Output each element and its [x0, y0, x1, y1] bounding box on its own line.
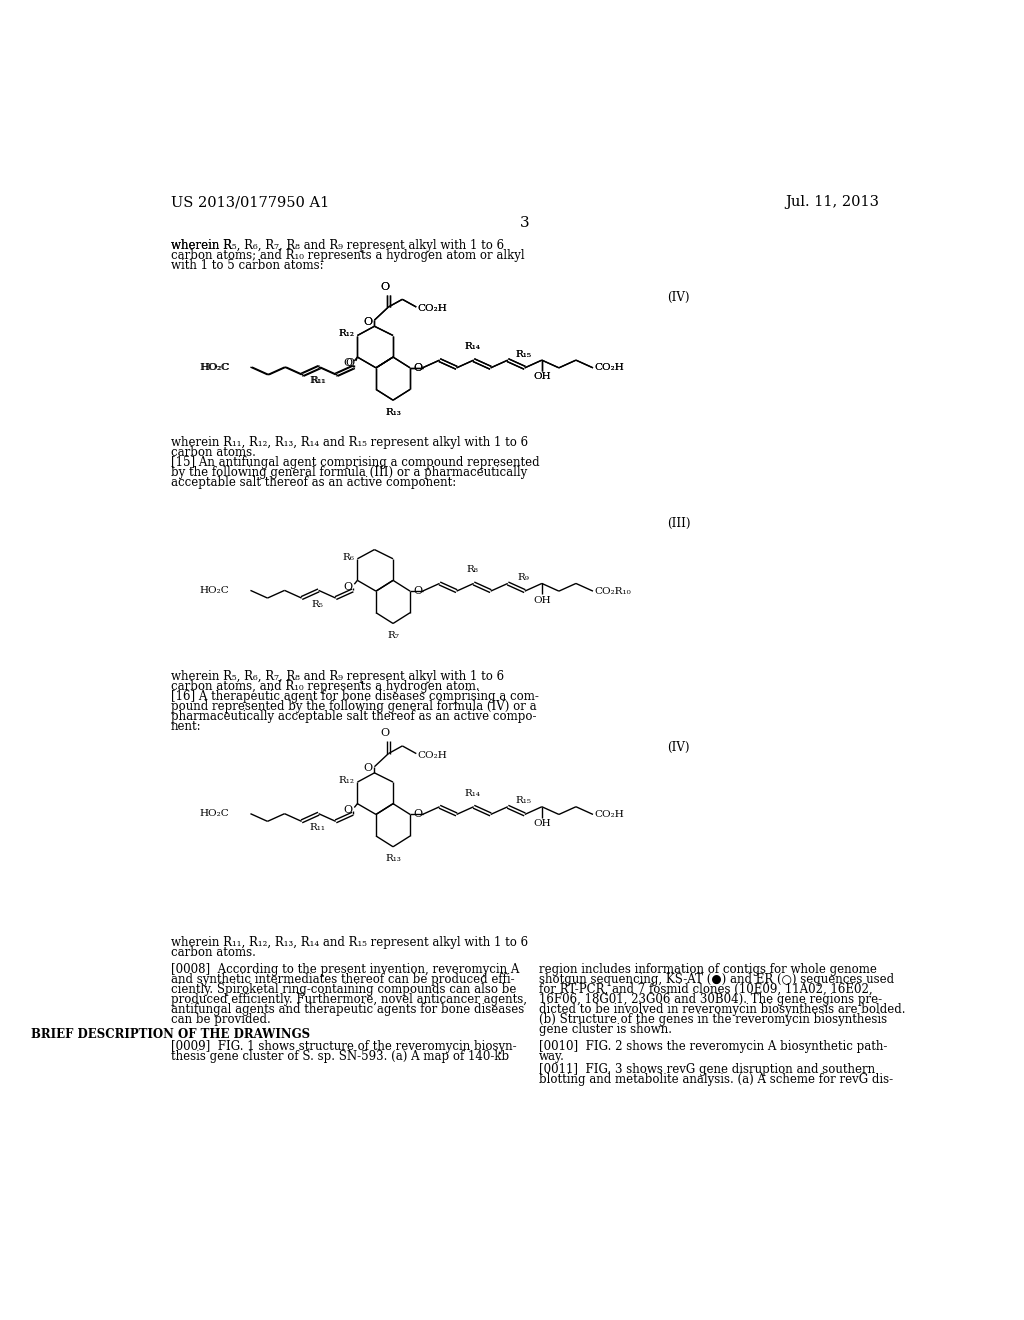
Text: by the following general formula (III) or a pharmaceutically: by the following general formula (III) o…: [171, 466, 527, 479]
Text: R₇: R₇: [387, 631, 399, 640]
Text: R₅: R₅: [311, 599, 323, 609]
Text: HO₂C: HO₂C: [199, 586, 228, 595]
Text: R₁₁: R₁₁: [309, 376, 325, 385]
Text: R₁₄: R₁₄: [464, 788, 480, 797]
Text: R₁₁: R₁₁: [309, 822, 325, 832]
Text: CO₂R₁₀: CO₂R₁₀: [595, 586, 632, 595]
Text: R₁₅: R₁₅: [515, 350, 531, 359]
Text: (b) Structure of the genes in the reveromycin biosynthesis: (b) Structure of the genes in the revero…: [539, 1014, 887, 1026]
Text: R₁₂: R₁₂: [338, 330, 354, 338]
Text: (IV): (IV): [667, 290, 689, 304]
Text: wherein R: wherein R: [171, 239, 231, 252]
Text: O: O: [381, 281, 390, 292]
Text: O: O: [362, 317, 372, 326]
Text: carbon atoms.: carbon atoms.: [171, 446, 256, 458]
Text: R₈: R₈: [466, 565, 478, 574]
Text: [0010]  FIG. 2 shows the reveromycin A biosynthetic path-: [0010] FIG. 2 shows the reveromycin A bi…: [539, 1040, 887, 1053]
Text: gene cluster is shown.: gene cluster is shown.: [539, 1023, 672, 1036]
Text: OH: OH: [534, 372, 551, 381]
Text: and synthetic intermediates thereof can be produced effi-: and synthetic intermediates thereof can …: [171, 973, 514, 986]
Text: nent:: nent:: [171, 721, 202, 734]
Text: R₁₃: R₁₃: [385, 408, 401, 417]
Text: pharmaceutically acceptable salt thereof as an active compo-: pharmaceutically acceptable salt thereof…: [171, 710, 537, 723]
Text: OH: OH: [534, 818, 551, 828]
Text: can be provided.: can be provided.: [171, 1014, 270, 1026]
Text: CO₂H: CO₂H: [418, 304, 447, 313]
Text: CO₂H: CO₂H: [418, 751, 447, 759]
Text: produced efficiently. Furthermore, novel anticancer agents,: produced efficiently. Furthermore, novel…: [171, 993, 526, 1006]
Text: R₁₂: R₁₂: [338, 776, 354, 785]
Text: O: O: [343, 805, 352, 814]
Text: [0009]  FIG. 1 shows structure of the reveromycin biosyn-: [0009] FIG. 1 shows structure of the rev…: [171, 1040, 516, 1053]
Text: O: O: [381, 729, 390, 738]
Text: carbon atoms, and R₁₀ represents a hydrogen atom.: carbon atoms, and R₁₀ represents a hydro…: [171, 681, 479, 693]
Text: for RT-PCR, and 7 fosmid clones (10E09, 11A02, 16E02,: for RT-PCR, and 7 fosmid clones (10E09, …: [539, 983, 872, 997]
Text: [15] An antifungal agent comprising a compound represented: [15] An antifungal agent comprising a co…: [171, 455, 540, 469]
Text: CO₂H: CO₂H: [595, 810, 625, 818]
Text: pound represented by the following general formula (IV) or a: pound represented by the following gener…: [171, 701, 537, 714]
Text: OH: OH: [534, 372, 551, 381]
Text: CO₂H: CO₂H: [418, 304, 447, 313]
Text: [0008]  According to the present invention, reveromycin A: [0008] According to the present inventio…: [171, 964, 519, 975]
Text: (IV): (IV): [667, 742, 689, 754]
Text: shotgun sequencing, KS-AT (●) and ER (○) sequences used: shotgun sequencing, KS-AT (●) and ER (○)…: [539, 973, 894, 986]
Text: R₁₂: R₁₂: [338, 330, 354, 338]
Text: HO₂C: HO₂C: [201, 363, 230, 371]
Text: R₉: R₉: [517, 573, 529, 582]
Text: R₁₅: R₁₅: [515, 796, 531, 805]
Text: O: O: [414, 363, 422, 372]
Text: R₁₄: R₁₄: [464, 342, 480, 351]
Text: (III): (III): [667, 517, 690, 531]
Text: way.: way.: [539, 1051, 564, 1063]
Text: O: O: [381, 281, 390, 292]
Text: CO₂H: CO₂H: [595, 363, 625, 372]
Text: O: O: [362, 317, 372, 326]
Text: antifungal agents and therapeutic agents for bone diseases: antifungal agents and therapeutic agents…: [171, 1003, 524, 1016]
Text: O: O: [362, 763, 372, 774]
Text: carbon atoms.: carbon atoms.: [171, 946, 256, 960]
Text: O: O: [343, 582, 352, 591]
Text: BRIEF DESCRIPTION OF THE DRAWINGS: BRIEF DESCRIPTION OF THE DRAWINGS: [31, 1028, 310, 1040]
Text: R₁₁: R₁₁: [310, 376, 327, 385]
Text: dicted to be involved in reveromycin biosynthesis are bolded.: dicted to be involved in reveromycin bio…: [539, 1003, 905, 1016]
Text: HO₂C: HO₂C: [199, 363, 228, 371]
Text: OH: OH: [534, 595, 551, 605]
Text: Jul. 11, 2013: Jul. 11, 2013: [785, 195, 880, 210]
Text: O: O: [414, 809, 422, 820]
Text: R₁₄: R₁₄: [464, 342, 480, 351]
Text: acceptable salt thereof as an active component:: acceptable salt thereof as an active com…: [171, 475, 456, 488]
Text: wherein R₅, R₆, R₇, R₈ and R₉ represent alkyl with 1 to 6: wherein R₅, R₆, R₇, R₈ and R₉ represent …: [171, 671, 504, 684]
Text: [16] A therapeutic agent for bone diseases comprising a com-: [16] A therapeutic agent for bone diseas…: [171, 690, 539, 704]
Text: carbon atoms; and R₁₀ represents a hydrogen atom or alkyl: carbon atoms; and R₁₀ represents a hydro…: [171, 249, 524, 263]
Text: wherein R₁₁, R₁₂, R₁₃, R₁₄ and R₁₅ represent alkyl with 1 to 6: wherein R₁₁, R₁₂, R₁₃, R₁₄ and R₁₅ repre…: [171, 936, 527, 949]
Text: R₁₃: R₁₃: [385, 408, 401, 417]
Text: region includes information of contigs for whole genome: region includes information of contigs f…: [539, 964, 877, 975]
Text: R₆: R₆: [342, 553, 354, 562]
Text: ciently. Spiroketal ring-containing compounds can also be: ciently. Spiroketal ring-containing comp…: [171, 983, 516, 997]
Text: wherein R₅, R₆, R₇, R₈ and R₉ represent alkyl with 1 to 6: wherein R₅, R₆, R₇, R₈ and R₉ represent …: [171, 239, 504, 252]
Text: R₁₃: R₁₃: [385, 854, 401, 863]
Text: O: O: [343, 358, 352, 368]
Text: [0011]  FIG. 3 shows revG gene disruption and southern: [0011] FIG. 3 shows revG gene disruption…: [539, 1063, 874, 1076]
Text: HO₂C: HO₂C: [199, 809, 228, 818]
Text: 16F06, 18G01, 23G06 and 30B04). The gene regions pre-: 16F06, 18G01, 23G06 and 30B04). The gene…: [539, 993, 882, 1006]
Text: O: O: [414, 363, 422, 372]
Text: CO₂H: CO₂H: [595, 363, 625, 372]
Text: thesis gene cluster of S. sp. SN-593. (a) A map of 140-kb: thesis gene cluster of S. sp. SN-593. (a…: [171, 1051, 509, 1063]
Text: with 1 to 5 carbon atoms:: with 1 to 5 carbon atoms:: [171, 259, 324, 272]
Text: R₁₅: R₁₅: [515, 350, 531, 359]
Text: O: O: [345, 358, 354, 368]
Text: 3: 3: [520, 216, 529, 230]
Text: wherein R₁₁, R₁₂, R₁₃, R₁₄ and R₁₅ represent alkyl with 1 to 6: wherein R₁₁, R₁₂, R₁₃, R₁₄ and R₁₅ repre…: [171, 436, 527, 449]
Text: US 2013/0177950 A1: US 2013/0177950 A1: [171, 195, 329, 210]
Text: O: O: [414, 586, 422, 597]
Text: blotting and metabolite analysis. (a) A scheme for revG dis-: blotting and metabolite analysis. (a) A …: [539, 1073, 893, 1086]
